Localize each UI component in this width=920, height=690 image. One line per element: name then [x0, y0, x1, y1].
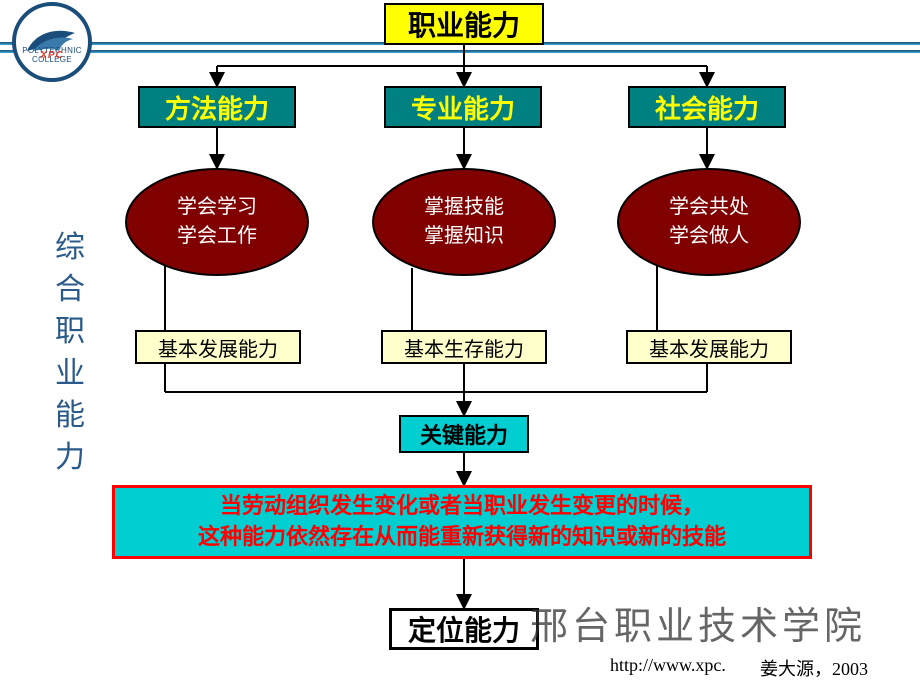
watermark-school-name: 邢台职业技术学院 [530, 595, 866, 650]
node-branch-profession: 专业能力 [384, 86, 542, 128]
node-ellipse-3-line1: 学会共处 [669, 193, 749, 222]
node-base-1: 基本发展能力 [135, 330, 301, 364]
node-root-label: 职业能力 [408, 4, 520, 44]
node-description-line1: 当劳动组织发生变化或者当职业发生变更的时候， [220, 491, 704, 522]
header-rule-2 [0, 50, 920, 53]
footer-credit: 姜大源，2003 [760, 655, 868, 681]
footer-url: http://www.xpc. [610, 655, 726, 676]
node-ellipse-2-line1: 掌握技能 [424, 193, 504, 222]
node-description-line2: 这种能力依然存在从而能重新获得新的知识或新的技能 [198, 522, 726, 553]
node-branch-method-label: 方法能力 [165, 89, 269, 126]
node-base-3: 基本发展能力 [626, 330, 792, 364]
node-branch-profession-label: 专业能力 [411, 89, 515, 126]
node-base-2-label: 基本生存能力 [404, 333, 524, 362]
node-ellipse-3-line2: 学会做人 [669, 222, 749, 251]
node-ellipse-3: 学会共处 学会做人 [617, 168, 801, 276]
node-base-3-label: 基本发展能力 [649, 333, 769, 362]
node-key-ability-label: 关键能力 [420, 418, 508, 450]
node-ellipse-2: 掌握技能 掌握知识 [372, 168, 556, 276]
node-base-2: 基本生存能力 [381, 330, 547, 364]
node-ellipse-1-line2: 学会工作 [177, 222, 257, 251]
node-branch-method: 方法能力 [138, 86, 296, 128]
node-branch-social-label: 社会能力 [655, 89, 759, 126]
node-final: 定位能力 [389, 608, 539, 650]
side-vertical-title: 综 合 职 业 能 力 [55, 225, 85, 480]
node-ellipse-1-line1: 学会学习 [177, 193, 257, 222]
node-key-ability: 关键能力 [399, 415, 529, 453]
node-branch-social: 社会能力 [628, 86, 786, 128]
node-final-label: 定位能力 [408, 609, 520, 649]
node-description: 当劳动组织发生变化或者当职业发生变更的时候， 这种能力依然存在从而能重新获得新的… [112, 485, 812, 559]
logo-badge: POLYTECHNIC COLLEGE XPC [12, 2, 92, 82]
node-base-1-label: 基本发展能力 [158, 333, 278, 362]
node-root: 职业能力 [384, 3, 544, 45]
logo-acronym: XPC [40, 50, 64, 61]
node-ellipse-2-line2: 掌握知识 [424, 222, 504, 251]
node-ellipse-1: 学会学习 学会工作 [125, 168, 309, 276]
